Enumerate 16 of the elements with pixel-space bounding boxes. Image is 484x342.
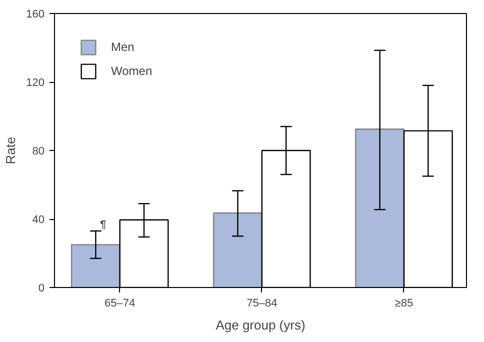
x-tick-label: ≥85 <box>394 298 414 310</box>
x-axis-title: Age group (yrs) <box>216 318 306 332</box>
bar <box>70 244 120 288</box>
y-tick-label: 0 <box>38 282 45 294</box>
y-tick-label: 80 <box>32 146 45 158</box>
y-tick-label: 160 <box>26 8 45 20</box>
y-tick-label: 40 <box>32 214 45 226</box>
legend-label: Men <box>111 40 134 54</box>
x-tick-label: 75–84 <box>246 298 278 310</box>
x-tick-label: 65–74 <box>104 298 136 310</box>
bar <box>213 212 263 288</box>
y-axis-title: Rate <box>3 136 18 164</box>
legend-label: Women <box>111 64 152 78</box>
bar <box>355 128 405 288</box>
annotation: ¶ <box>100 218 106 231</box>
y-tick-label: 120 <box>26 77 45 89</box>
